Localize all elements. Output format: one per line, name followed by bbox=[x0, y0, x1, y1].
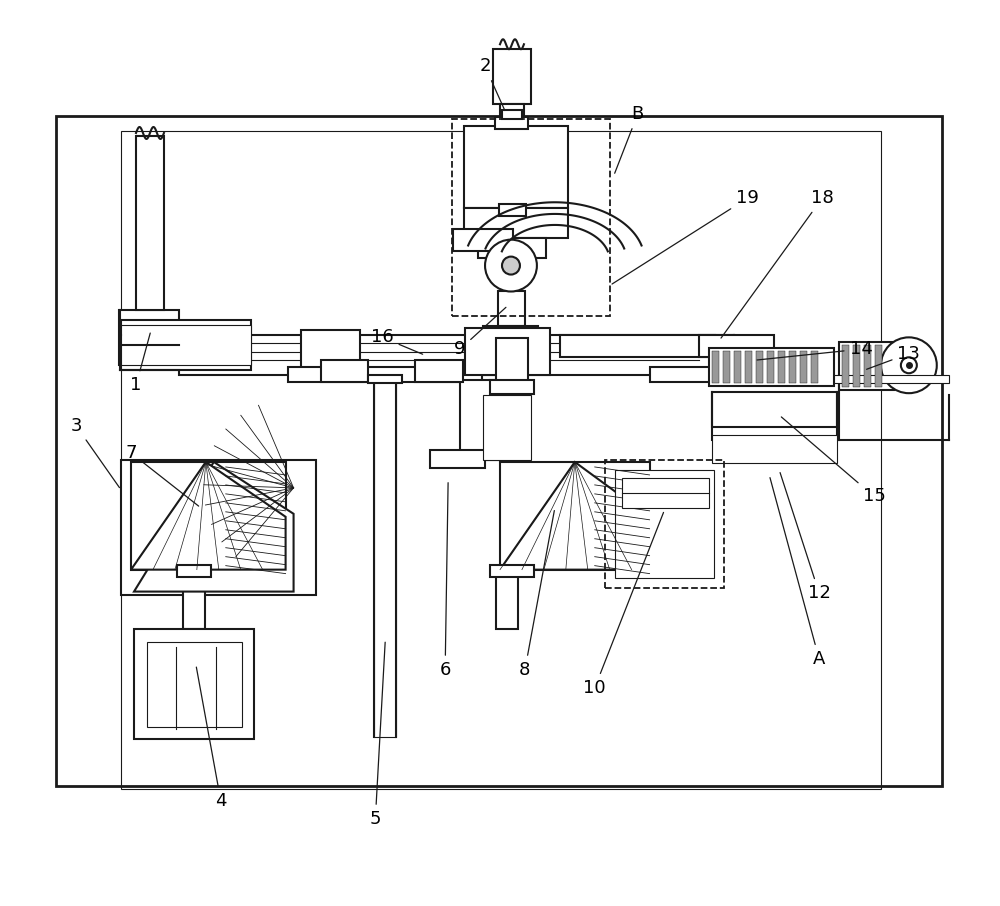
Bar bbox=[452, 119, 610, 316]
Bar bbox=[320, 361, 368, 382]
Bar bbox=[699, 335, 774, 357]
Bar bbox=[842, 345, 849, 387]
Bar bbox=[496, 570, 518, 630]
Text: 5: 5 bbox=[370, 642, 385, 828]
Bar bbox=[134, 630, 254, 739]
Bar bbox=[460, 381, 498, 460]
Bar bbox=[131, 462, 286, 570]
Bar bbox=[778, 352, 785, 383]
Text: 15: 15 bbox=[781, 417, 885, 506]
Text: 18: 18 bbox=[721, 189, 833, 338]
Bar bbox=[712, 435, 837, 463]
Bar bbox=[605, 460, 724, 588]
Bar bbox=[121, 321, 251, 371]
Bar bbox=[301, 331, 360, 375]
Bar bbox=[864, 345, 871, 387]
Text: 4: 4 bbox=[196, 667, 227, 810]
Text: 1: 1 bbox=[130, 333, 150, 394]
Bar bbox=[464, 207, 568, 237]
Bar bbox=[465, 328, 550, 375]
Text: 6: 6 bbox=[439, 483, 451, 679]
Bar bbox=[453, 228, 513, 251]
Bar bbox=[430, 450, 485, 468]
Bar bbox=[490, 564, 534, 576]
Bar bbox=[615, 470, 714, 578]
Text: 2: 2 bbox=[479, 57, 505, 111]
Bar bbox=[560, 335, 734, 357]
Bar bbox=[147, 642, 242, 728]
Bar bbox=[839, 342, 894, 390]
Text: 10: 10 bbox=[583, 513, 664, 697]
Text: 12: 12 bbox=[780, 473, 831, 602]
Circle shape bbox=[502, 256, 520, 275]
Bar bbox=[712, 392, 837, 427]
Text: B: B bbox=[615, 105, 644, 173]
Bar bbox=[121, 460, 316, 594]
Circle shape bbox=[881, 337, 937, 393]
Bar bbox=[500, 104, 524, 204]
Text: 16: 16 bbox=[371, 328, 423, 354]
Polygon shape bbox=[131, 462, 286, 570]
Bar bbox=[745, 352, 752, 383]
Text: 8: 8 bbox=[519, 511, 554, 679]
Bar bbox=[723, 352, 730, 383]
Bar bbox=[177, 564, 211, 576]
Bar bbox=[483, 395, 531, 460]
Text: 19: 19 bbox=[612, 189, 759, 284]
Polygon shape bbox=[134, 462, 294, 592]
Bar bbox=[368, 375, 402, 383]
Text: A: A bbox=[770, 477, 825, 668]
Bar bbox=[498, 292, 525, 326]
Bar bbox=[499, 204, 526, 216]
Text: 7: 7 bbox=[125, 444, 199, 506]
Bar bbox=[756, 352, 763, 383]
Bar bbox=[121, 325, 251, 365]
Bar bbox=[121, 131, 881, 789]
Circle shape bbox=[901, 357, 917, 373]
Bar bbox=[483, 326, 538, 338]
Bar bbox=[800, 352, 807, 383]
Bar bbox=[767, 352, 774, 383]
Bar bbox=[709, 348, 834, 386]
Bar bbox=[502, 110, 522, 119]
Bar bbox=[179, 335, 715, 375]
Bar bbox=[136, 136, 164, 311]
Text: 9: 9 bbox=[454, 307, 506, 358]
Bar bbox=[493, 49, 531, 104]
Bar bbox=[712, 352, 719, 383]
Bar bbox=[622, 478, 709, 508]
Bar bbox=[495, 117, 528, 129]
Bar bbox=[496, 338, 528, 383]
Bar bbox=[650, 367, 719, 382]
Bar bbox=[119, 311, 179, 365]
Bar bbox=[875, 345, 882, 387]
Circle shape bbox=[485, 240, 537, 292]
Polygon shape bbox=[500, 462, 650, 570]
Bar bbox=[500, 462, 650, 570]
Bar bbox=[811, 352, 818, 383]
Bar bbox=[56, 116, 942, 786]
Bar bbox=[853, 345, 860, 387]
Bar bbox=[415, 361, 463, 382]
Bar bbox=[789, 352, 796, 383]
Bar bbox=[374, 381, 396, 737]
Bar bbox=[288, 367, 482, 382]
Bar bbox=[734, 352, 741, 383]
Bar bbox=[464, 126, 568, 207]
Text: 13: 13 bbox=[867, 344, 920, 370]
Bar bbox=[834, 375, 949, 383]
Bar bbox=[183, 570, 205, 630]
Text: 3: 3 bbox=[70, 417, 119, 487]
Bar bbox=[478, 237, 546, 257]
Bar bbox=[490, 381, 534, 394]
Text: 14: 14 bbox=[757, 340, 872, 360]
